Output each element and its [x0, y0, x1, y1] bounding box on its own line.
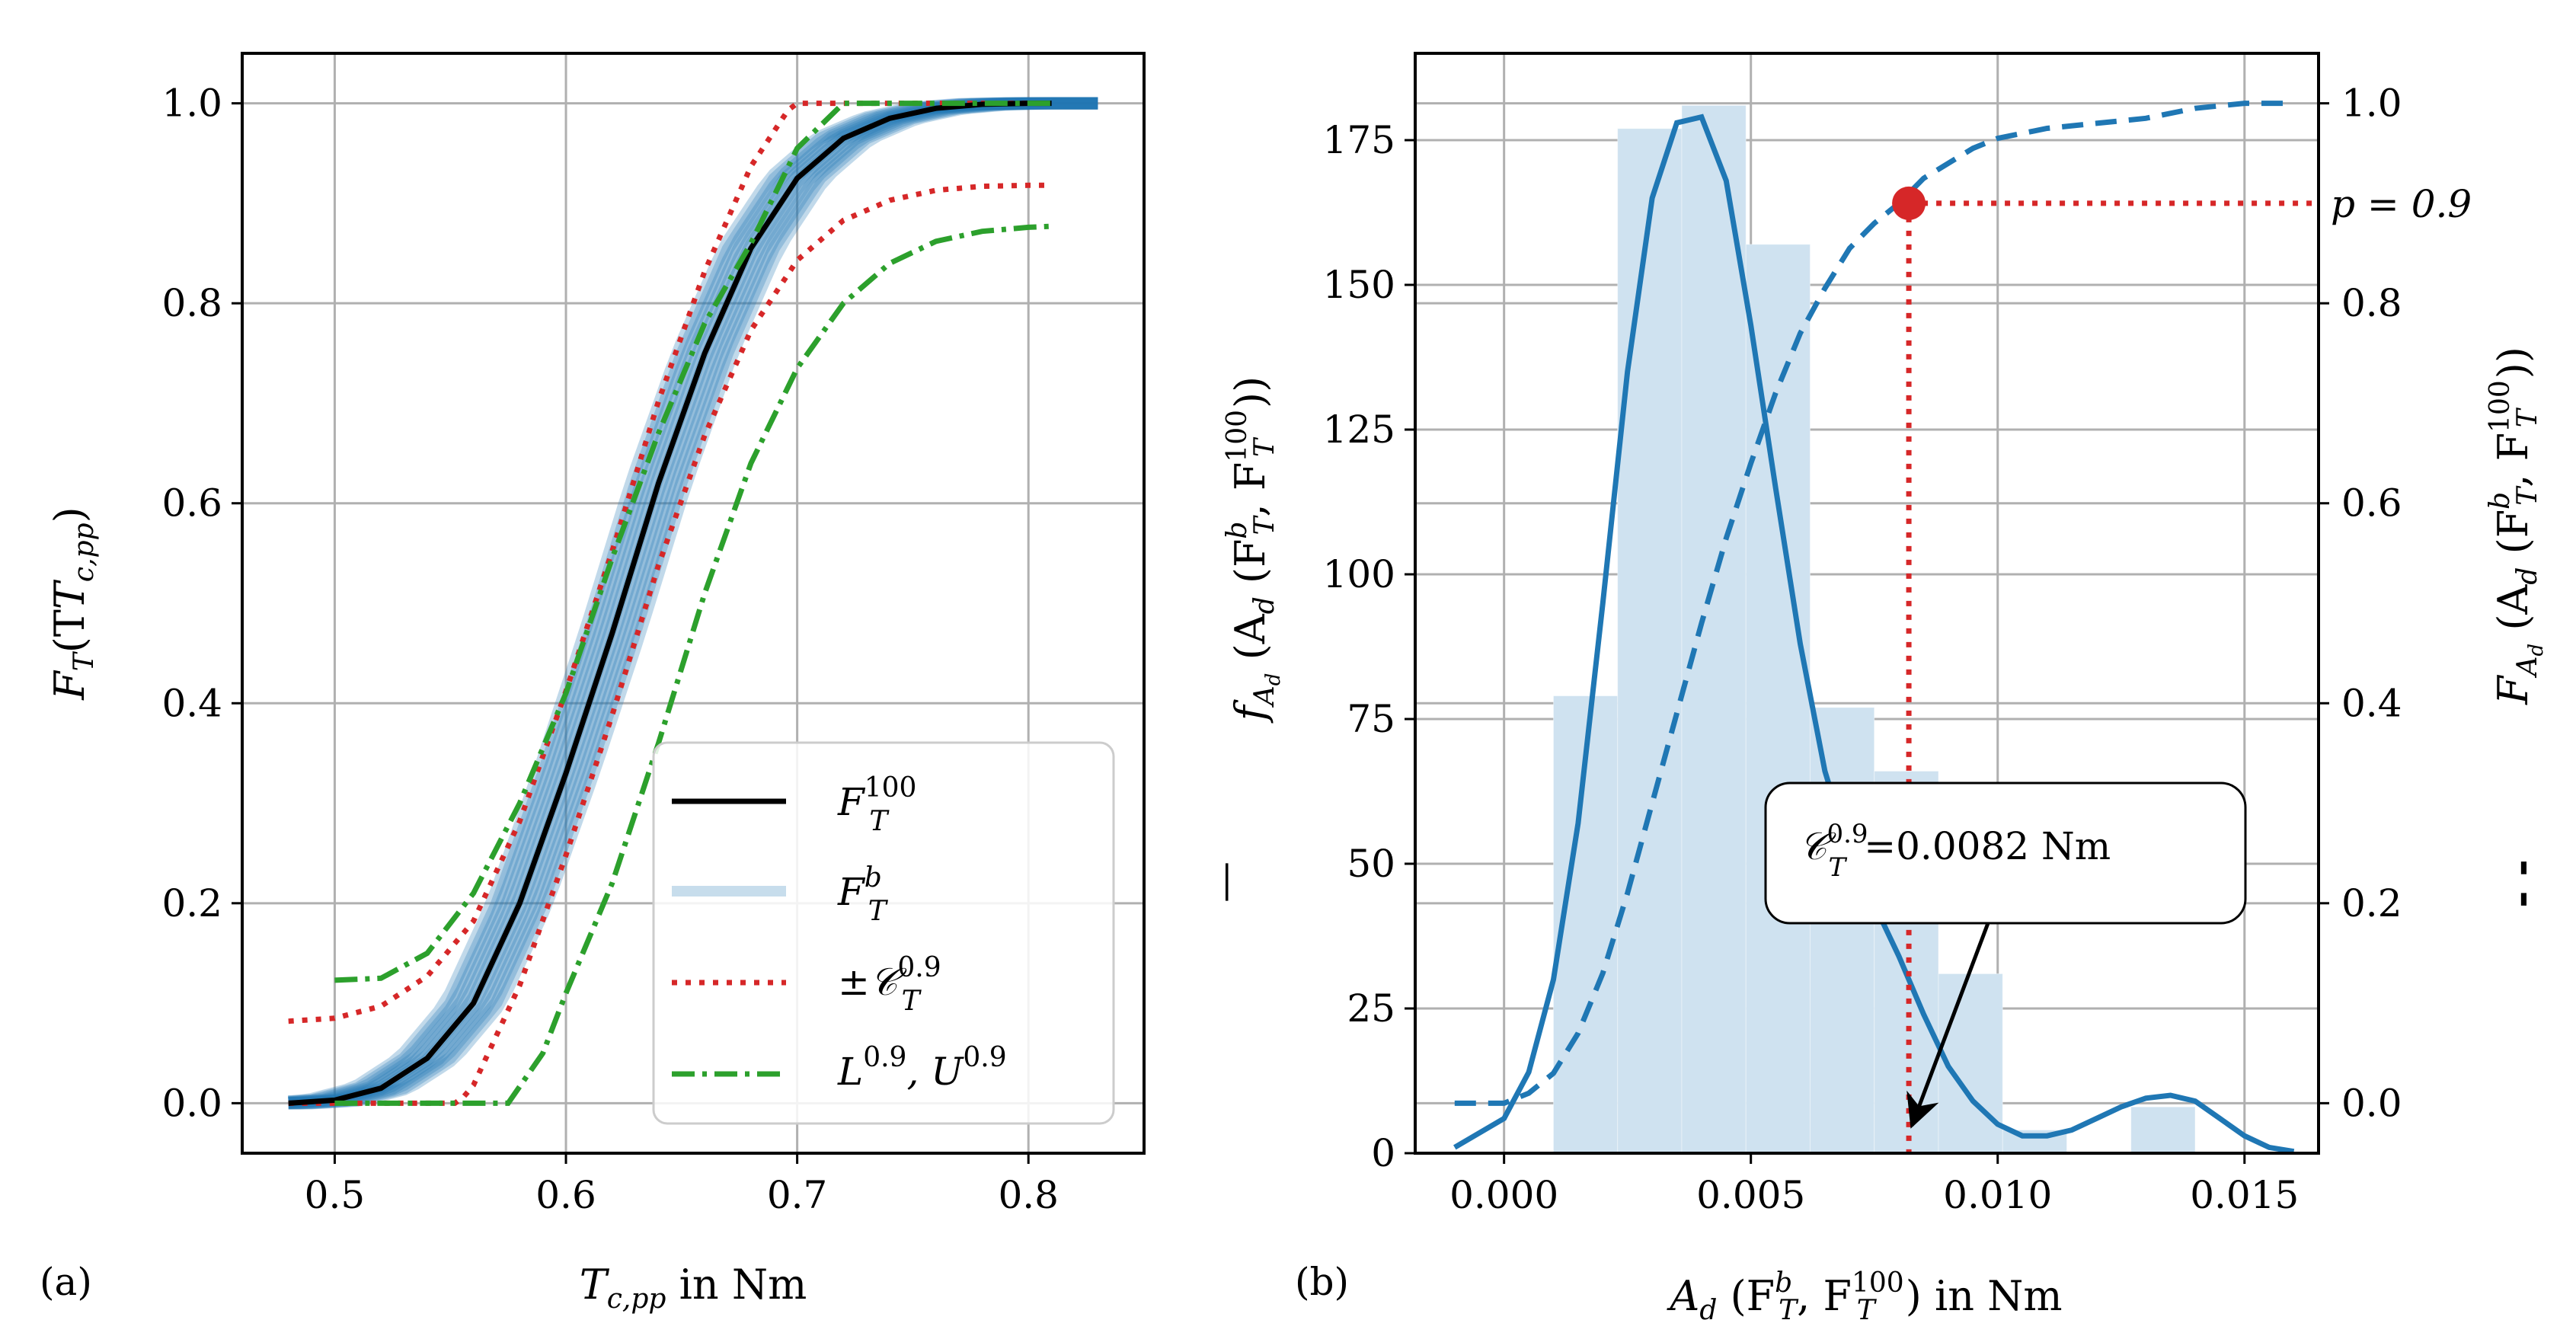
- legend-label-bounds: L0.9, U0.9: [837, 1042, 1007, 1094]
- panel-b-label: (b): [1295, 1260, 1349, 1304]
- panel-a-plot-area: [288, 97, 1098, 1110]
- panel-b-ylabel-right: FAd (Ad (FbT, F100T)): [2485, 347, 2548, 705]
- upper-bound-curve: [334, 223, 1052, 1106]
- legend-box: [652, 741, 1115, 1125]
- y-tick-label-right: 1.0: [2341, 82, 2402, 126]
- y-tick-label-left: 50: [1347, 842, 1395, 886]
- empirical-cdf-curve: [288, 101, 1052, 1106]
- y-tick-label-right: 0.6: [2341, 481, 2402, 526]
- x-tick-label: 0.5: [305, 1173, 366, 1217]
- y-tick-label: 0.2: [161, 881, 222, 925]
- y-tick-label-left: 75: [1347, 697, 1395, 741]
- ci-lower-curve: [288, 182, 1047, 1106]
- annotation-text: 𝒞0.9 T =0.0082 Nm: [1799, 819, 2111, 883]
- y-tick-label: 0.4: [161, 681, 222, 725]
- y-tick-label-right: 0.2: [2341, 881, 2402, 925]
- panel-b-plot-area: [1453, 101, 2319, 1153]
- legend-label-ci: ±𝒞0.9 T: [838, 952, 941, 1017]
- panel-a-label: (a): [40, 1260, 92, 1304]
- y-tick-label-right: 0.8: [2341, 281, 2402, 325]
- histogram-bar: [2130, 1106, 2196, 1153]
- p-label: p = 0.9: [2331, 182, 2472, 226]
- panel-a-legend: F100 T Fb T ±𝒞0.9 T L0.9, U0.9: [652, 741, 1115, 1125]
- panel-a: 0.5 0.6 0.7 0.8 0.0 0.2 0.4 0.6 0.8 1.0 Tc,pp in …: [40, 52, 1146, 1315]
- y-tick-label-left: 150: [1323, 263, 1395, 307]
- y-tick-label-left: 0: [1371, 1131, 1395, 1175]
- x-tick-label: 0.8: [998, 1173, 1059, 1217]
- panel-a-xlabel: Tc,pp in Nm: [580, 1261, 807, 1315]
- y-tick-label-right: 0.0: [2341, 1081, 2402, 1125]
- histogram-bar: [1745, 244, 1811, 1153]
- panel-b-ticks: 0.000 0.005 0.010 0.015 0 25 50 75 100 125 150 175 0…: [1323, 82, 2402, 1217]
- x-tick-label: 0.7: [767, 1173, 828, 1217]
- x-tick-label: 0.6: [535, 1173, 596, 1217]
- panel-a-ticks: 0.5 0.6 0.7 0.8 0.0 0.2 0.4 0.6 0.8 1.0: [161, 82, 1059, 1217]
- panel-b-ylabel-left: fAd (Ad (FbT, F100T)): [1222, 376, 1285, 724]
- panel-b-frame: [1414, 52, 2320, 1155]
- y-tick-label-left: 125: [1323, 408, 1395, 452]
- y-tick-label: 1.0: [161, 82, 222, 126]
- y-tick-label-left: 25: [1347, 986, 1395, 1031]
- y-tick-label: 0.0: [161, 1081, 222, 1125]
- panel-b-ylabel-left-marker: —: [1200, 861, 1248, 903]
- histogram-bar: [1809, 707, 1875, 1153]
- y-tick-label-right: 0.4: [2341, 681, 2402, 725]
- panel-b: 0.000 0.005 0.010 0.015 0 25 50 75 100 125 150 175 0…: [1200, 52, 2548, 1326]
- annotation: 𝒞0.9 T =0.0082 Nm: [1764, 781, 2247, 1129]
- panel-a-ylabel: FT(TTc,pp): [46, 507, 100, 700]
- x-tick-label: 0.000: [1449, 1173, 1558, 1217]
- cdf-curve: [1454, 101, 2294, 1106]
- x-tick-label: 0.015: [2190, 1173, 2299, 1217]
- x-tick-label: 0.005: [1696, 1173, 1805, 1217]
- annotation-arrow: [1906, 922, 1990, 1129]
- histogram-bar: [1617, 128, 1683, 1153]
- histogram-bar: [1938, 973, 2003, 1153]
- histogram-bar: [1681, 104, 1747, 1153]
- y-tick-label: 0.6: [161, 481, 222, 526]
- panel-b-xlabel: Ad (Fb T, F100 T) in Nm: [1666, 1267, 2062, 1326]
- quantile-marker: [1892, 186, 1926, 220]
- annotation-box: [1764, 781, 2247, 925]
- lower-bound-curve: [334, 101, 1052, 983]
- panel-a-frame: [241, 52, 1146, 1155]
- legend-label-ftb: Fb T: [837, 862, 889, 927]
- y-tick-label: 0.8: [161, 281, 222, 325]
- density-curve: [1453, 113, 2295, 1153]
- y-tick-label-left: 100: [1323, 552, 1395, 596]
- legend-label-ft100: F100 T: [837, 772, 916, 837]
- y-tick-label-left: 175: [1323, 118, 1395, 162]
- x-tick-label: 0.010: [1943, 1173, 2052, 1217]
- panel-b-ylabel-right-marker: - -: [2496, 859, 2545, 908]
